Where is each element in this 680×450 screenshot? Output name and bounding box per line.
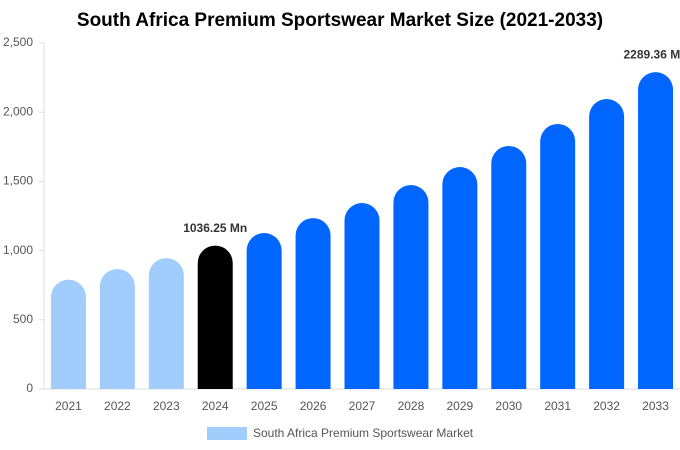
- x-tick-label: 2023: [153, 399, 180, 413]
- x-tick-label: 2033: [642, 399, 669, 413]
- y-tick-label: 500: [13, 312, 33, 326]
- legend-swatch: [207, 427, 247, 440]
- bar: [99, 269, 135, 389]
- bar: [148, 258, 184, 389]
- y-tick-label: 1,000: [3, 243, 33, 257]
- chart-title: South Africa Premium Sportswear Market S…: [77, 10, 603, 31]
- bar: [50, 279, 86, 389]
- y-tick-label: 2,500: [3, 35, 33, 49]
- legend-label: South Africa Premium Sportswear Market: [253, 426, 474, 440]
- y-tick-label: 0: [26, 381, 33, 395]
- bar: [638, 72, 674, 389]
- y-tick-label: 1,500: [3, 174, 33, 188]
- x-tick-label: 2022: [104, 399, 131, 413]
- y-tick-label: 2,000: [3, 104, 33, 118]
- x-tick-label: 2021: [55, 399, 82, 413]
- x-tick-label: 2032: [593, 399, 620, 413]
- x-tick-label: 2030: [495, 399, 522, 413]
- value-label: 1036.25 Mn: [183, 221, 247, 235]
- bar: [197, 245, 233, 389]
- bar: [246, 233, 282, 389]
- x-tick-label: 2024: [202, 399, 229, 413]
- x-tick-label: 2028: [398, 399, 425, 413]
- x-tick-label: 2029: [446, 399, 473, 413]
- bar: [589, 99, 625, 389]
- bar: [491, 145, 527, 389]
- bar: [540, 123, 576, 390]
- x-tick-label: 2027: [349, 399, 376, 413]
- value-label: 2289.36 Mn: [624, 47, 680, 61]
- bar: [295, 218, 331, 389]
- x-tick-label: 2031: [544, 399, 571, 413]
- bar: [344, 202, 380, 389]
- x-tick-label: 2026: [300, 399, 327, 413]
- bar: [442, 167, 478, 389]
- x-tick-label: 2025: [251, 399, 278, 413]
- bar: [393, 184, 429, 389]
